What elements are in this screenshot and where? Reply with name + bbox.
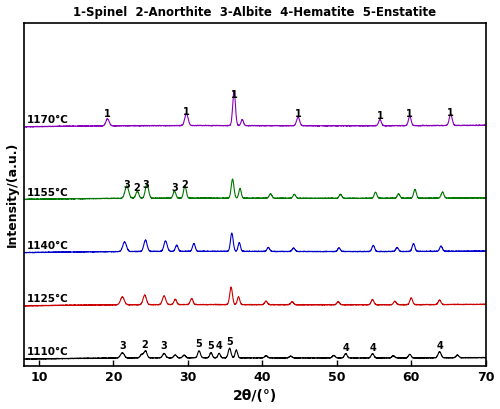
Text: 2: 2 — [142, 339, 148, 350]
Text: 1: 1 — [104, 109, 111, 119]
Text: 5: 5 — [196, 339, 202, 349]
X-axis label: 2θ/(°): 2θ/(°) — [233, 389, 277, 403]
Text: 2: 2 — [133, 183, 140, 193]
Text: 1125°C: 1125°C — [26, 294, 68, 304]
Title: 1-Spinel  2-Anorthite  3-Albite  4-Hematite  5-Enstatite: 1-Spinel 2-Anorthite 3-Albite 4-Hematite… — [74, 6, 436, 18]
Text: 1155°C: 1155°C — [26, 188, 68, 198]
Text: 2: 2 — [182, 180, 188, 190]
Text: 4: 4 — [369, 343, 376, 353]
Text: 4: 4 — [216, 342, 222, 351]
Text: 3: 3 — [119, 342, 126, 351]
Text: 5: 5 — [226, 337, 233, 347]
Text: 1: 1 — [232, 90, 238, 100]
Text: 4: 4 — [342, 343, 349, 353]
Text: 1: 1 — [294, 109, 302, 119]
Text: 1: 1 — [183, 108, 190, 117]
Text: 3: 3 — [142, 180, 149, 190]
Text: 1: 1 — [406, 109, 413, 119]
Text: 3: 3 — [124, 180, 130, 190]
Text: 3: 3 — [171, 183, 178, 193]
Y-axis label: Intensity/(a.u.): Intensity/(a.u.) — [6, 142, 18, 247]
Text: 1140°C: 1140°C — [26, 241, 68, 251]
Text: 3: 3 — [160, 342, 168, 351]
Text: 1: 1 — [448, 108, 454, 118]
Text: 1110°C: 1110°C — [26, 347, 68, 357]
Text: 4: 4 — [436, 342, 443, 351]
Text: 1: 1 — [376, 111, 384, 121]
Text: 5: 5 — [208, 341, 214, 351]
Text: 1170°C: 1170°C — [26, 115, 68, 125]
